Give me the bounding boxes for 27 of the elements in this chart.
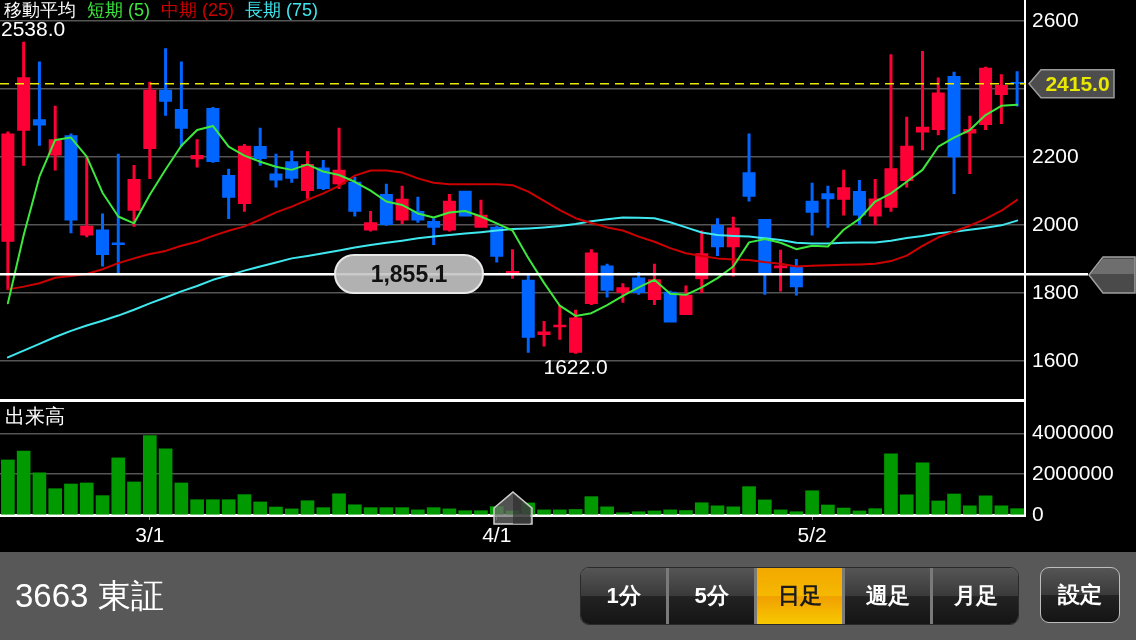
y-tick-label: 2000: [1032, 211, 1079, 235]
y-tick-label: 2000000: [1032, 461, 1114, 485]
text: 月足: [933, 568, 1018, 624]
annotation: 1622.0: [543, 355, 608, 378]
y-tick-label: 1600: [1032, 347, 1079, 371]
text: 短期 (5): [87, 0, 150, 21]
text: 週足: [845, 568, 930, 624]
text: 5分: [669, 568, 754, 624]
y-tick-label: 2600: [1032, 7, 1079, 31]
y-tick-label: 1800: [1032, 279, 1079, 303]
text: 1分: [581, 568, 666, 624]
annotation: 1,855.1: [370, 260, 448, 288]
text: 2415.0: [1045, 71, 1110, 95]
y-tick-label: 2200: [1032, 143, 1079, 167]
text: 中期 (25): [161, 0, 235, 21]
chart-title: 出来高: [5, 404, 65, 429]
x-tick-label: 5/2: [797, 523, 827, 547]
text: 長期 (75): [245, 0, 319, 21]
text: 3663 東証: [15, 576, 164, 616]
text: 日足: [757, 568, 842, 624]
y-tick-label: 4000000: [1032, 420, 1114, 444]
legend-title: 移動平均: [4, 0, 76, 21]
x-tick-label: 4/1: [482, 523, 512, 547]
pill-badge: 1,855.1: [334, 254, 484, 295]
x-tick-label: 3/1: [135, 523, 165, 547]
y-tick-label: 0: [1032, 501, 1044, 525]
text: 設定: [1040, 567, 1120, 623]
